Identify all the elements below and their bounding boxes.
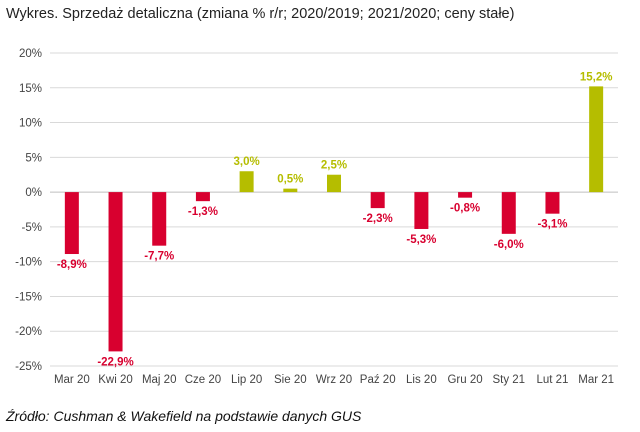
x-tick-label: Mar 20 xyxy=(54,374,90,386)
gridlines xyxy=(50,52,618,367)
data-label: -2,3% xyxy=(363,213,393,225)
bar xyxy=(501,192,516,234)
data-label: -3,1% xyxy=(537,219,567,231)
bar xyxy=(239,171,254,193)
bar xyxy=(64,192,79,255)
x-tick-label: Gru 20 xyxy=(447,374,482,386)
bar xyxy=(370,192,385,209)
x-tick-label: Maj 20 xyxy=(142,374,177,386)
x-tick-label: Lip 20 xyxy=(231,374,262,386)
x-tick-label: Kwi 20 xyxy=(98,374,133,386)
y-tick-label: 0% xyxy=(25,187,42,199)
bars xyxy=(64,86,604,352)
data-label: -7,7% xyxy=(144,251,174,263)
data-label: -8,9% xyxy=(57,259,87,271)
bar xyxy=(414,192,429,229)
x-tick-label: Lut 21 xyxy=(536,374,568,386)
y-tick-label: 5% xyxy=(25,152,42,164)
bar xyxy=(152,192,167,246)
x-tick-label: Mar 21 xyxy=(578,374,614,386)
y-tick-label: 15% xyxy=(19,83,42,95)
y-tick-label: 10% xyxy=(19,118,42,130)
bar xyxy=(108,192,123,352)
x-tick-label: Paź 20 xyxy=(360,374,396,386)
bar xyxy=(545,192,560,214)
data-label: 15,2% xyxy=(580,71,613,83)
y-tick-label: -5% xyxy=(22,222,42,234)
y-tick-label: -20% xyxy=(15,326,42,338)
bar xyxy=(458,192,473,198)
x-tick-label: Wrz 20 xyxy=(316,374,352,386)
y-tick-label: -25% xyxy=(15,361,42,373)
y-tick-label: -10% xyxy=(15,257,42,269)
data-label: 0,5% xyxy=(277,174,303,186)
y-axis-ticks: 20% 15% 10% 5% 0% -5% -10% -15% -20% -25% xyxy=(15,48,42,373)
data-label: -6,0% xyxy=(494,239,524,251)
x-tick-label: Sie 20 xyxy=(274,374,307,386)
x-axis-ticks: Mar 20 Kwi 20 Maj 20 Cze 20 Lip 20 Sie 20 Wrz … xyxy=(54,374,614,386)
bar xyxy=(327,174,341,193)
x-tick-label: Sty 21 xyxy=(492,374,525,386)
bar xyxy=(589,86,604,193)
data-label: -0,8% xyxy=(450,203,480,215)
bar xyxy=(283,188,298,193)
y-tick-label: 20% xyxy=(19,48,42,60)
bar xyxy=(195,192,210,202)
y-tick-label: -15% xyxy=(15,291,42,303)
data-label: -22,9% xyxy=(97,356,133,368)
data-label: 2,5% xyxy=(321,160,347,172)
data-labels: -8,9% -22,9% -7,7% -1,3% 3,0% 0,5% 2,5% -2,3% -5… xyxy=(57,71,613,368)
chart-title: Wykres. Sprzedaż detaliczna (zmiana % r/… xyxy=(6,6,515,22)
x-tick-label: Lis 20 xyxy=(406,374,437,386)
bar-chart: 20% 15% 10% 5% 0% -5% -10% -15% -20% -25% -8,9% -2… xyxy=(15,48,618,386)
x-tick-label: Cze 20 xyxy=(185,374,221,386)
source-note: Źródło: Cushman & Wakefield na podstawie… xyxy=(6,408,362,424)
data-label: -1,3% xyxy=(188,206,218,218)
data-label: 3,0% xyxy=(234,156,260,168)
data-label: -5,3% xyxy=(406,234,436,246)
